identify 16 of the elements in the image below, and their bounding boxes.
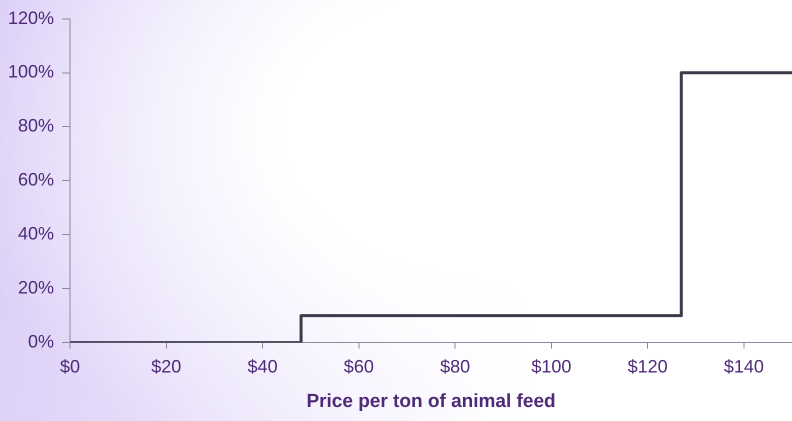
y-tick-label: 80% — [18, 116, 54, 136]
x-tick-label: $0 — [60, 356, 80, 376]
y-tick-label: 60% — [18, 170, 54, 190]
y-tick-label: 0% — [28, 332, 54, 352]
y-tick-label: 120% — [8, 8, 54, 28]
x-tick-label: $140 — [724, 356, 764, 376]
x-tick-label: $60 — [344, 356, 374, 376]
y-tick-label: 100% — [8, 62, 54, 82]
x-tick-label: $80 — [440, 356, 470, 376]
x-tick-label: $20 — [151, 356, 182, 376]
y-tick-label: 40% — [18, 224, 54, 244]
x-tick-label: $120 — [628, 356, 668, 376]
x-tick-label: $40 — [248, 356, 278, 376]
x-tick-label: $100 — [531, 356, 572, 376]
y-tick-label: 20% — [18, 278, 54, 298]
x-axis-title: Price per ton of animal feed — [306, 390, 556, 412]
